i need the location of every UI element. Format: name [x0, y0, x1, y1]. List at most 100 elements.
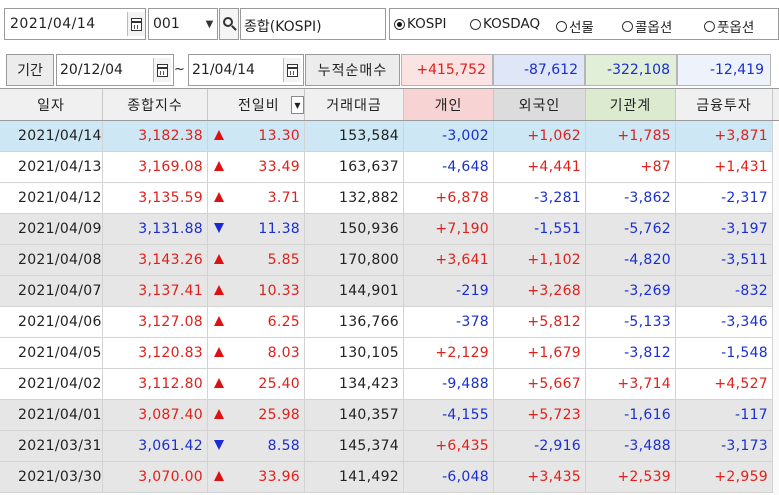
date-field[interactable]: 2021/04/14 — [4, 8, 146, 40]
col-date[interactable]: 일자 — [0, 89, 103, 120]
radio-put-option[interactable]: 풋옵션 — [704, 16, 754, 36]
cumulative-net-buy-label: 누적순매수 — [305, 54, 400, 86]
vertical-scrollbar[interactable] — [773, 121, 779, 495]
cell-date: 2021/04/08 — [0, 245, 103, 275]
col-volume[interactable]: 거래대금 — [305, 89, 404, 120]
triangle-up-icon — [214, 285, 224, 295]
cell-individual-value: +7,190 — [435, 221, 489, 237]
col-change[interactable]: 전일비 — [208, 89, 305, 120]
cell-financial-investment: -3,173 — [676, 431, 773, 461]
cell-change-value: 6.25 — [267, 314, 300, 330]
cell-date-value: 2021/04/01 — [18, 407, 102, 423]
calendar-icon — [287, 63, 298, 77]
sum-financial-investment: -12,419 — [677, 54, 771, 86]
radio-kosdaq[interactable]: KOSDAQ — [470, 16, 540, 32]
cell-individual-value: +3,641 — [435, 252, 489, 268]
cell-change-value: 8.03 — [267, 345, 300, 361]
cell-change-value: 5.85 — [267, 252, 300, 268]
cell-date: 2021/04/06 — [0, 307, 103, 337]
from-date-field[interactable]: 20/12/04 — [56, 54, 174, 86]
col-foreign[interactable]: 외국인 — [494, 89, 586, 120]
radio-label: KOSDAQ — [483, 16, 541, 32]
radio-futures[interactable]: 선물 — [556, 16, 594, 36]
table-row[interactable]: 2021/04/08 3,143.26 5.85 170,800 +3,641 +1,10… — [0, 245, 779, 276]
table-row[interactable]: 2021/04/02 3,112.80 25.40 134,423 -9,488 +5,6… — [0, 369, 779, 400]
triangle-up-icon — [214, 471, 224, 481]
to-date-field[interactable]: 21/04/14 — [188, 54, 304, 86]
index-name-field: 종합(KOSPI) — [240, 8, 386, 40]
table-row[interactable]: 2021/03/30 3,070.00 33.96 141,492 -6,048 +3,4… — [0, 462, 779, 493]
search-icon — [223, 17, 233, 27]
cell-financial-investment: -3,346 — [676, 307, 773, 337]
col-institution[interactable]: 기관계 — [586, 89, 676, 120]
table-row[interactable]: 2021/04/05 3,120.83 8.03 130,105 +2,129 +1,67… — [0, 338, 779, 369]
cell-index: 3,182.38 — [103, 121, 208, 151]
triangle-up-icon — [214, 347, 224, 357]
cell-individual-value: -9,488 — [442, 376, 489, 392]
cell-date-value: 2021/04/07 — [18, 283, 102, 299]
radio-call-option[interactable]: 콜옵션 — [622, 16, 672, 36]
cell-index-value: 3,169.08 — [138, 159, 203, 175]
cell-volume: 132,882 — [305, 183, 404, 213]
chevron-down-icon[interactable]: ▼ — [205, 18, 214, 30]
cell-individual: -3,002 — [404, 121, 494, 151]
triangle-up-icon — [214, 130, 224, 140]
cell-financial-investment-value: -117 — [735, 407, 768, 423]
date-calendar-button[interactable] — [127, 12, 145, 36]
cell-date-value: 2021/04/12 — [18, 190, 102, 206]
cell-individual: -4,648 — [404, 152, 494, 182]
table-row[interactable]: 2021/04/12 3,135.59 3.71 132,882 +6,878 -3,28… — [0, 183, 779, 214]
cell-financial-investment-value: -3,511 — [721, 252, 768, 268]
index-code-value: 001 — [153, 16, 180, 32]
cell-financial-investment: +3,871 — [676, 121, 773, 151]
cell-institution-value: +3,714 — [617, 376, 671, 392]
table-row[interactable]: 2021/04/06 3,127.08 6.25 136,766 -378 +5,812 -… — [0, 307, 779, 338]
cell-individual-value: -219 — [456, 283, 489, 299]
cell-change: 8.58 — [208, 431, 305, 461]
table-row[interactable]: 2021/04/09 3,131.88 11.38 150,936 +7,190 -1,5… — [0, 214, 779, 245]
sum-individual: +415,752 — [401, 54, 493, 86]
radio-label: 풋옵션 — [717, 20, 755, 36]
cell-change-value: 11.38 — [258, 221, 300, 237]
col-index[interactable]: 종합지수 — [103, 89, 208, 120]
table-row[interactable]: 2021/03/31 3,061.42 8.58 145,374 +6,435 -2,91… — [0, 431, 779, 462]
cell-change: 8.03 — [208, 338, 305, 368]
table-row[interactable]: 2021/04/01 3,087.40 25.98 140,357 -4,155 +5,7… — [0, 400, 779, 431]
change-sort-dropdown[interactable]: ▼ — [291, 96, 304, 114]
cell-change-value: 8.58 — [267, 438, 300, 454]
cell-date: 2021/04/13 — [0, 152, 103, 182]
cell-change-value: 25.98 — [258, 407, 300, 423]
cell-foreign-value: +3,435 — [527, 469, 581, 485]
cell-financial-investment-value: -832 — [735, 283, 768, 299]
table-row[interactable]: 2021/04/07 3,137.41 10.33 144,901 -219 +3,268… — [0, 276, 779, 307]
cell-index-value: 3,135.59 — [138, 190, 203, 206]
cell-index: 3,135.59 — [103, 183, 208, 213]
table-row[interactable]: 2021/04/13 3,169.08 33.49 163,637 -4,648 +4,4… — [0, 152, 779, 183]
cell-date-value: 2021/04/06 — [18, 314, 102, 330]
from-calendar-button[interactable] — [153, 58, 171, 82]
cell-individual: +3,641 — [404, 245, 494, 275]
to-calendar-button[interactable] — [283, 58, 301, 82]
cell-institution-value: +1,785 — [617, 128, 671, 144]
col-change-label: 전일비 — [238, 97, 280, 114]
cell-index: 3,087.40 — [103, 400, 208, 430]
cell-volume: 134,423 — [305, 369, 404, 399]
period-toolbar: 기간 20/12/04 ~ 21/04/14 누적순매수 +415,752 -8… — [0, 54, 779, 88]
cell-financial-investment-value: -3,346 — [721, 314, 768, 330]
cell-foreign: +3,435 — [494, 462, 586, 492]
col-individual[interactable]: 개인 — [404, 89, 494, 120]
cell-financial-investment-value: +4,527 — [714, 376, 768, 392]
triangle-up-icon — [214, 161, 224, 171]
cell-individual-value: -4,155 — [442, 407, 489, 423]
cell-volume: 163,637 — [305, 152, 404, 182]
cell-individual-value: +6,435 — [435, 438, 489, 454]
range-separator: ~ — [174, 62, 185, 77]
cell-volume: 136,766 — [305, 307, 404, 337]
table-row[interactable]: 2021/04/14 3,182.38 13.30 153,584 -3,002 +1,0… — [0, 121, 779, 152]
cell-financial-investment-value: +3,871 — [714, 128, 768, 144]
radio-kospi[interactable]: KOSPI — [394, 16, 446, 32]
cell-volume-value: 145,374 — [339, 438, 399, 454]
search-button[interactable] — [219, 8, 239, 40]
col-financial-investment[interactable]: 금융투자 — [676, 89, 773, 120]
index-code-select[interactable]: 001 ▼ — [148, 8, 218, 40]
